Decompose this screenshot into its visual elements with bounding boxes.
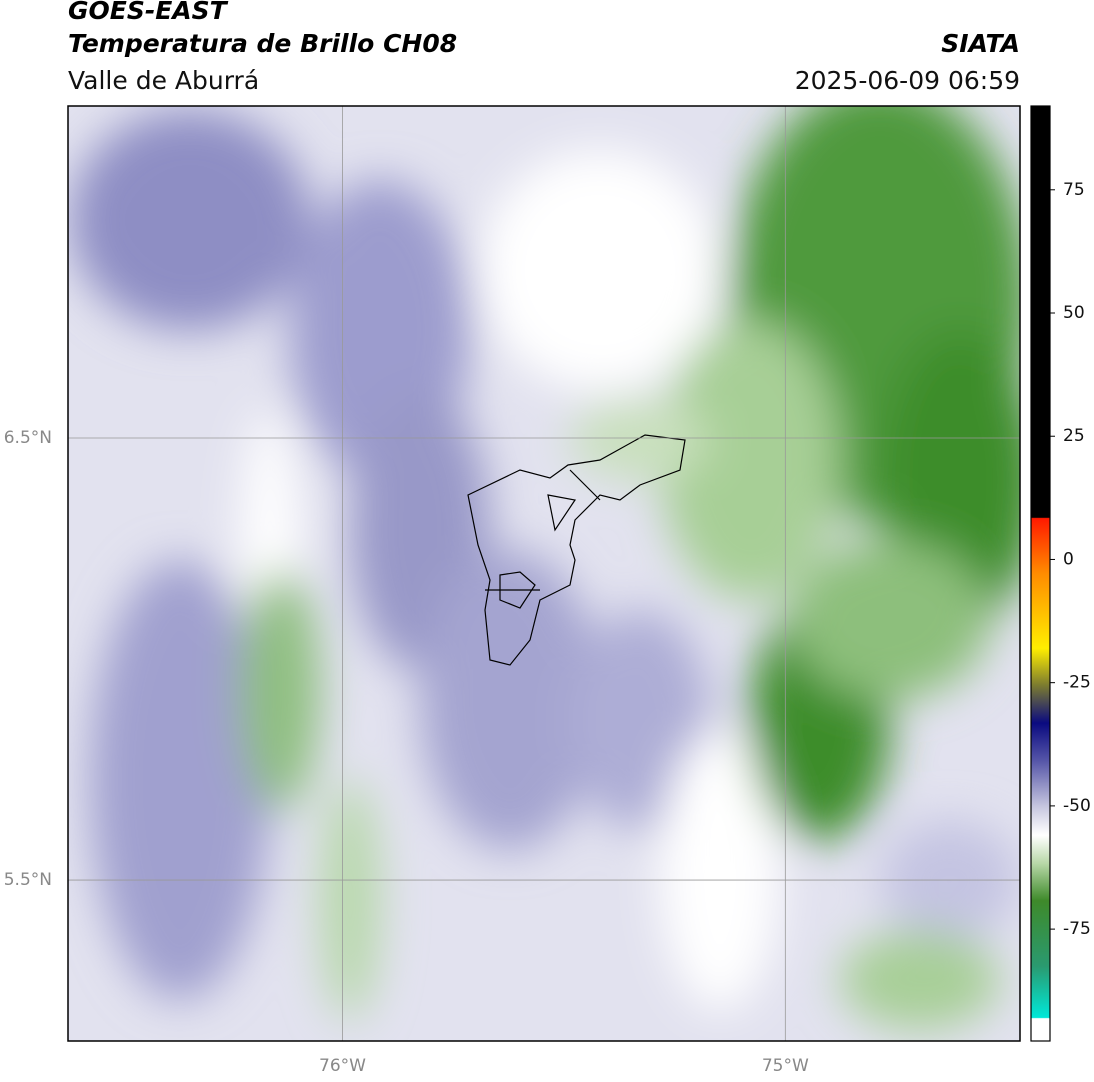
colorbar-tick-label: 0	[1063, 549, 1074, 569]
colorbar-tick-label: -50	[1063, 796, 1091, 816]
colorbar-tick-label: -75	[1063, 919, 1091, 939]
subtitle: Temperatura de Brillo CH08	[68, 29, 457, 58]
colorbar-tick-label: 75	[1063, 180, 1085, 200]
datetime: 2025-06-09 06:59	[795, 66, 1020, 95]
colorbar	[1030, 105, 1051, 1042]
x-tick-label: 76°W	[319, 1056, 366, 1076]
region: Valle de Aburrá	[68, 66, 259, 95]
x-tick-label: 75°W	[762, 1056, 809, 1076]
municipality-outlines	[467, 434, 686, 666]
map-field	[68, 106, 1020, 1041]
map-frame	[67, 105, 1021, 1042]
y-tick-label: 6.5°N	[4, 428, 52, 448]
colorbar-tick-label: 25	[1063, 426, 1085, 446]
y-tick-label: 5.5°N	[4, 870, 52, 890]
source: SIATA	[941, 29, 1020, 58]
graticule	[68, 106, 1020, 1041]
title: GOES-EAST	[68, 0, 229, 25]
colorbar-tick-label: -25	[1063, 673, 1091, 693]
colorbar-tick-label: 50	[1063, 303, 1085, 323]
